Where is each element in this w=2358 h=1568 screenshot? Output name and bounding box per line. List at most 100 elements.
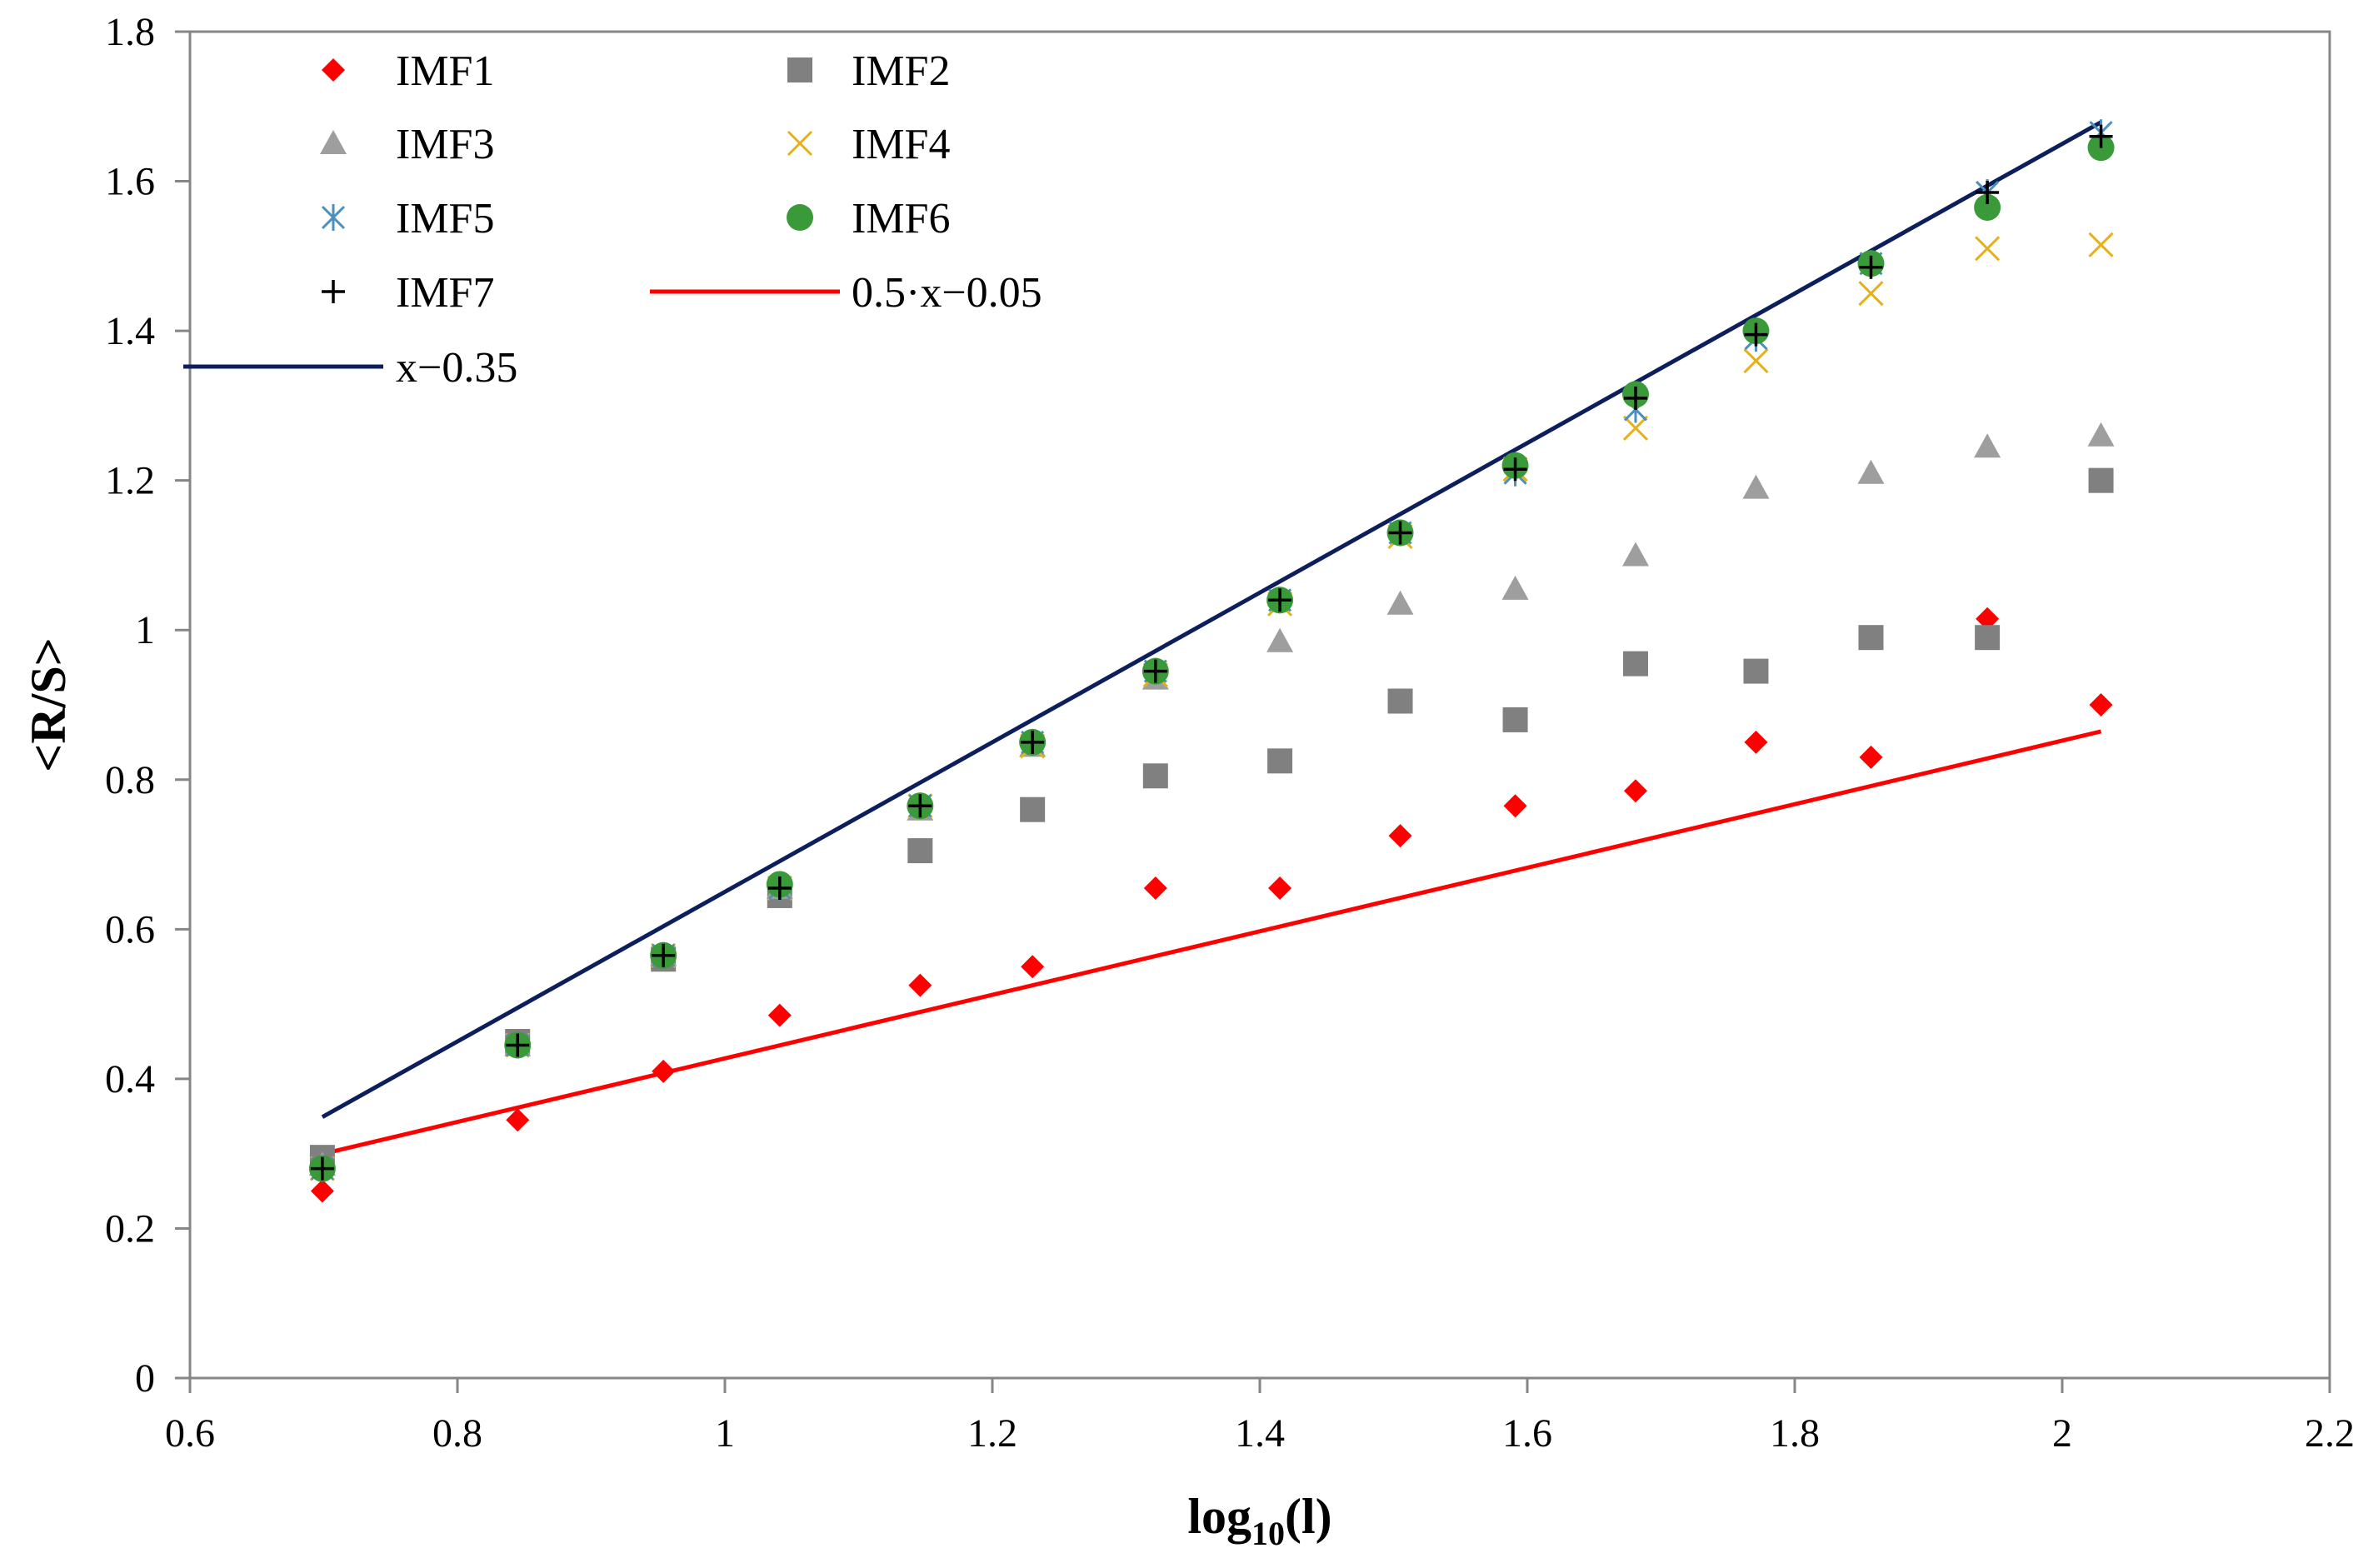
x-tick-label: 2 xyxy=(2052,1411,2072,1456)
data-point xyxy=(767,1003,792,1027)
legend: IMF1 IMF2 IMF3 IMF4 IMF5 IMF6 IMF7 0.5·x−0.05 x−… xyxy=(183,47,1042,392)
x-tick-label: 1.6 xyxy=(1502,1411,1552,1456)
data-point xyxy=(1742,474,1770,499)
y-tick-label: 1.6 xyxy=(105,160,155,204)
legend-marker xyxy=(321,204,346,231)
data-points xyxy=(308,119,2115,1203)
axes: 0.6 0.8 1 1.2 1.4 1.6 1.8 2 2.2 0 0.2 0.4 0.6 0.8 1 1.2… xyxy=(105,10,2355,1456)
y-tick-label: 0.4 xyxy=(105,1057,155,1101)
data-point xyxy=(1974,193,2001,221)
data-point xyxy=(1388,824,1412,848)
y-tick-label: 1.2 xyxy=(105,459,155,503)
fit-lines xyxy=(321,120,2102,1156)
x-tick-label: 1.8 xyxy=(1770,1411,1820,1456)
series-imf7 xyxy=(310,124,2113,1181)
legend-label: IMF1 xyxy=(396,47,494,95)
data-point xyxy=(1021,955,1045,979)
series-imf2 xyxy=(309,467,2114,1171)
data-point xyxy=(2089,124,2113,148)
data-point xyxy=(1976,181,2000,205)
x-tick-label: 1.4 xyxy=(1235,1411,1285,1456)
data-point xyxy=(310,1179,334,1203)
series-imf1 xyxy=(310,607,2113,1203)
data-point xyxy=(2089,693,2113,717)
data-point xyxy=(1268,876,1292,900)
data-point xyxy=(506,1033,530,1057)
data-point xyxy=(1743,347,1769,374)
y-tick-label: 0.2 xyxy=(105,1206,155,1251)
data-point xyxy=(1021,730,1045,754)
data-point xyxy=(506,1108,530,1132)
data-point xyxy=(2087,422,2115,447)
legend-marker xyxy=(787,130,813,157)
series-imf5 xyxy=(310,119,2113,1182)
fit-line xyxy=(321,120,2102,1119)
legend-marker xyxy=(322,280,345,303)
data-point xyxy=(1859,745,1883,769)
data-point xyxy=(1501,575,1529,600)
data-point xyxy=(1622,415,1649,441)
x-axis-title: log10(l) xyxy=(1187,1489,1331,1552)
data-point xyxy=(1388,521,1412,545)
y-axis-title: <R/S> xyxy=(21,637,76,772)
legend-marker xyxy=(787,204,813,231)
data-point xyxy=(1268,588,1292,612)
data-point xyxy=(1858,625,1884,651)
legend-label: IMF2 xyxy=(852,47,950,95)
data-point xyxy=(1976,607,2000,631)
data-point xyxy=(1266,627,1294,652)
data-point xyxy=(1857,459,1885,484)
data-point xyxy=(1624,386,1648,410)
data-point xyxy=(1975,625,2001,651)
data-point xyxy=(1623,651,1649,677)
legend-label: IMF7 xyxy=(396,269,494,317)
data-point xyxy=(1387,688,1413,714)
data-point xyxy=(1386,590,1414,615)
data-point xyxy=(1020,796,1046,822)
legend-label: IMF4 xyxy=(852,121,950,168)
data-point xyxy=(1267,748,1293,774)
data-point xyxy=(1502,707,1528,732)
data-point xyxy=(1142,763,1168,789)
data-point xyxy=(652,943,676,967)
plot-frame xyxy=(188,30,2331,1380)
x-tick-label: 0.6 xyxy=(165,1411,215,1456)
data-point xyxy=(907,838,933,864)
y-tick-label: 1.8 xyxy=(105,10,155,54)
y-tick-label: 1 xyxy=(135,608,155,652)
data-point xyxy=(1974,433,2001,458)
data-point xyxy=(1143,876,1167,900)
data-point xyxy=(767,876,792,900)
x-tick-label: 1 xyxy=(715,1411,735,1456)
data-point xyxy=(310,1156,334,1181)
series-imf3 xyxy=(308,422,2115,1176)
data-point xyxy=(1975,236,2001,262)
data-point xyxy=(908,794,932,818)
x-tick-label: 1.2 xyxy=(967,1411,1017,1456)
data-point xyxy=(1622,542,1650,567)
x-tick-label: 0.8 xyxy=(432,1411,482,1456)
fit-line xyxy=(322,729,2102,1156)
legend-marker xyxy=(787,57,812,82)
legend-label: IMF5 xyxy=(396,195,494,242)
legend-marker xyxy=(320,130,347,154)
legend-label: 0.5·x−0.05 xyxy=(852,269,1042,317)
data-point xyxy=(1503,794,1527,818)
data-point xyxy=(1858,281,1884,307)
data-point xyxy=(1744,730,1768,754)
y-tick-label: 0 xyxy=(135,1356,155,1401)
legend-marker xyxy=(322,58,345,82)
data-point xyxy=(1744,322,1768,347)
series-imf4 xyxy=(309,232,2114,1181)
data-point xyxy=(652,1059,676,1083)
data-point xyxy=(1624,779,1648,803)
data-point xyxy=(2088,232,2114,257)
data-point xyxy=(1143,659,1167,683)
legend-label: IMF3 xyxy=(396,121,494,168)
y-tick-label: 1.4 xyxy=(105,309,155,353)
data-point xyxy=(908,973,932,997)
x-tick-label: 2.2 xyxy=(2305,1411,2355,1456)
data-point xyxy=(1743,658,1769,684)
data-point xyxy=(1859,255,1883,279)
